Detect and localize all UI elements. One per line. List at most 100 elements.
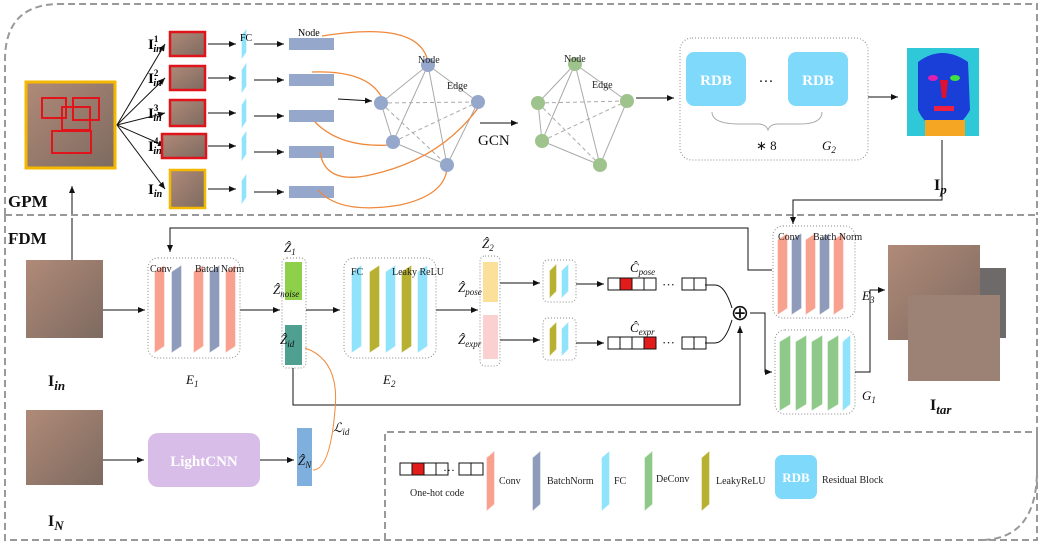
graph-edge-dashed: [380, 102, 448, 166]
gpm-input-face: [24, 80, 117, 170]
graph-edge: [541, 63, 576, 142]
gcn-node-label: Node: [564, 54, 586, 65]
legend-onehot-label: One-hot code: [410, 488, 465, 499]
rdb-label-1: RDB: [700, 73, 732, 89]
e1-layer: [154, 265, 165, 353]
legend-leaky-label: LeakyReLU: [716, 476, 766, 487]
legend-layer-swatch: [532, 450, 541, 512]
gpm-label: GPM: [8, 192, 48, 211]
expr-code-cell: [607, 336, 621, 350]
graph-edge: [392, 64, 429, 143]
pose-code-cell: [619, 277, 633, 291]
graph-node: [531, 96, 545, 110]
graph-node: [421, 58, 435, 72]
e3-box: [772, 225, 856, 319]
fc-label: FC: [240, 33, 253, 44]
zid-skip-arrow: [292, 326, 743, 406]
expr-head-box: [542, 317, 577, 361]
node-feature-bar: [289, 186, 334, 198]
repeat-label: ∗ 8: [756, 138, 777, 153]
e3-to-e1-arrow: [167, 227, 772, 271]
ip-label: Ip: [934, 177, 947, 197]
expr-ellipsis: ···: [662, 335, 675, 350]
g1-label: G1: [862, 388, 876, 405]
graph-edge: [537, 63, 576, 104]
split-arrow: [116, 124, 166, 190]
zn-bar: [297, 428, 312, 486]
fdm-label: FDM: [8, 229, 47, 248]
z2-box: [479, 255, 501, 367]
lid-label: ℒid: [333, 420, 350, 437]
node-assignment-curve: [317, 167, 448, 209]
legend-layer-swatch: [644, 450, 653, 512]
graph-node-label: Node: [418, 55, 440, 66]
split-arrow: [116, 43, 166, 126]
repeat-brace: [711, 111, 823, 132]
pose-code-cell: [607, 277, 621, 291]
node-feature-bar: [289, 146, 334, 158]
z1-label: Ẑ1: [284, 240, 296, 257]
legend-layer-swatch: [601, 450, 610, 512]
g1-box: [774, 329, 856, 415]
pose-code-cell: [643, 277, 657, 291]
tar-label: Itar: [930, 397, 952, 417]
fc-layer: [241, 130, 247, 162]
lightcnn-block: [148, 433, 260, 487]
legend-onehot-cell: [399, 462, 413, 476]
graph-edge: [392, 141, 448, 166]
legend-ellipsis: ···: [443, 463, 455, 477]
head-fc-layer: [561, 263, 569, 299]
z-pose-label: Ẑpose: [458, 280, 482, 297]
e1-box: [147, 257, 241, 359]
node-bars-label: Node: [298, 28, 320, 39]
facial-crop: [160, 132, 208, 160]
z-expr-bar: [483, 315, 498, 359]
e2-layer: [401, 265, 412, 353]
z-pose-bar: [483, 262, 498, 302]
head-fc-layer: [561, 321, 569, 357]
graph-node: [440, 158, 454, 172]
legend-onehot-cell: [411, 462, 425, 476]
output-face-2: [908, 295, 1000, 381]
head-leaky-layer: [549, 321, 557, 357]
fc-layer: [241, 62, 247, 94]
facial-crop: [168, 30, 207, 58]
node-assignment-curve: [321, 30, 429, 63]
n-label: IN: [48, 513, 64, 533]
crop-label: I4 in: [148, 136, 162, 157]
node-assignment-curve: [314, 121, 391, 146]
e3-layer: [777, 233, 788, 315]
legend-onehot-cell: [470, 462, 484, 476]
legend-onehot-cell: [458, 462, 472, 476]
legend-deconv-label: DeConv: [656, 474, 689, 485]
bars-to-graph-arrow: [337, 97, 373, 104]
reference-face: [26, 410, 103, 485]
gcn-graph: [531, 57, 634, 172]
e1-conv-label: Conv: [150, 264, 172, 275]
pose-ellipsis: ···: [662, 277, 675, 292]
z1-box: [281, 257, 307, 369]
g1-deconv-layer: [827, 335, 839, 411]
g2-label: G2: [822, 138, 836, 155]
graph-node: [374, 96, 388, 110]
legend-fc-label: FC: [614, 476, 627, 487]
split-arrow: [116, 124, 166, 147]
node-feature-bar: [289, 110, 334, 122]
lightcnn-label: LightCNN: [170, 454, 238, 470]
c-pose-label: Ĉpose: [630, 260, 655, 277]
crop-label: I1 in: [148, 34, 162, 55]
e3-layer: [791, 233, 802, 315]
z-noise-label: Ẑnoise: [273, 282, 299, 299]
node-assignment-curve: [319, 107, 479, 178]
graph-node: [386, 135, 400, 149]
e3-bn-label: Batch Norm: [813, 232, 862, 243]
e2-layer: [417, 265, 428, 353]
e1-layer: [225, 265, 236, 353]
expr-code-cell: [643, 336, 657, 350]
split-arrow: [116, 111, 166, 126]
g1-deconv-layer: [779, 335, 791, 411]
facial-crop: [168, 168, 207, 210]
z-expr-label: Ẑexpr: [458, 332, 482, 349]
expr-code-cell: [619, 336, 633, 350]
